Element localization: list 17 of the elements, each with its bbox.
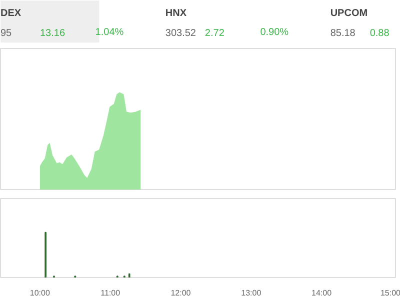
x-tick-label: 11:00 bbox=[100, 288, 121, 298]
text: 85.18 bbox=[330, 28, 356, 39]
x-tick-label: 10:00 bbox=[30, 288, 50, 298]
text: 2.72 bbox=[204, 28, 225, 39]
text: 0.88 bbox=[370, 28, 390, 39]
text: 1.04% bbox=[95, 27, 124, 38]
text: 13.16 bbox=[40, 28, 66, 39]
text: DEX bbox=[0, 8, 22, 19]
text: 0.90% bbox=[260, 27, 289, 38]
x-tick-label: 14:00 bbox=[312, 288, 332, 298]
text: UPCOM bbox=[330, 8, 368, 19]
text: HNX bbox=[165, 8, 187, 19]
text: 95 bbox=[0, 28, 12, 39]
x-tick-label: 12:00 bbox=[170, 288, 192, 298]
x-tick-label: 13:00 bbox=[241, 288, 262, 298]
text: 303.52 bbox=[165, 28, 196, 39]
x-tick-label: 15:00 bbox=[380, 288, 400, 298]
